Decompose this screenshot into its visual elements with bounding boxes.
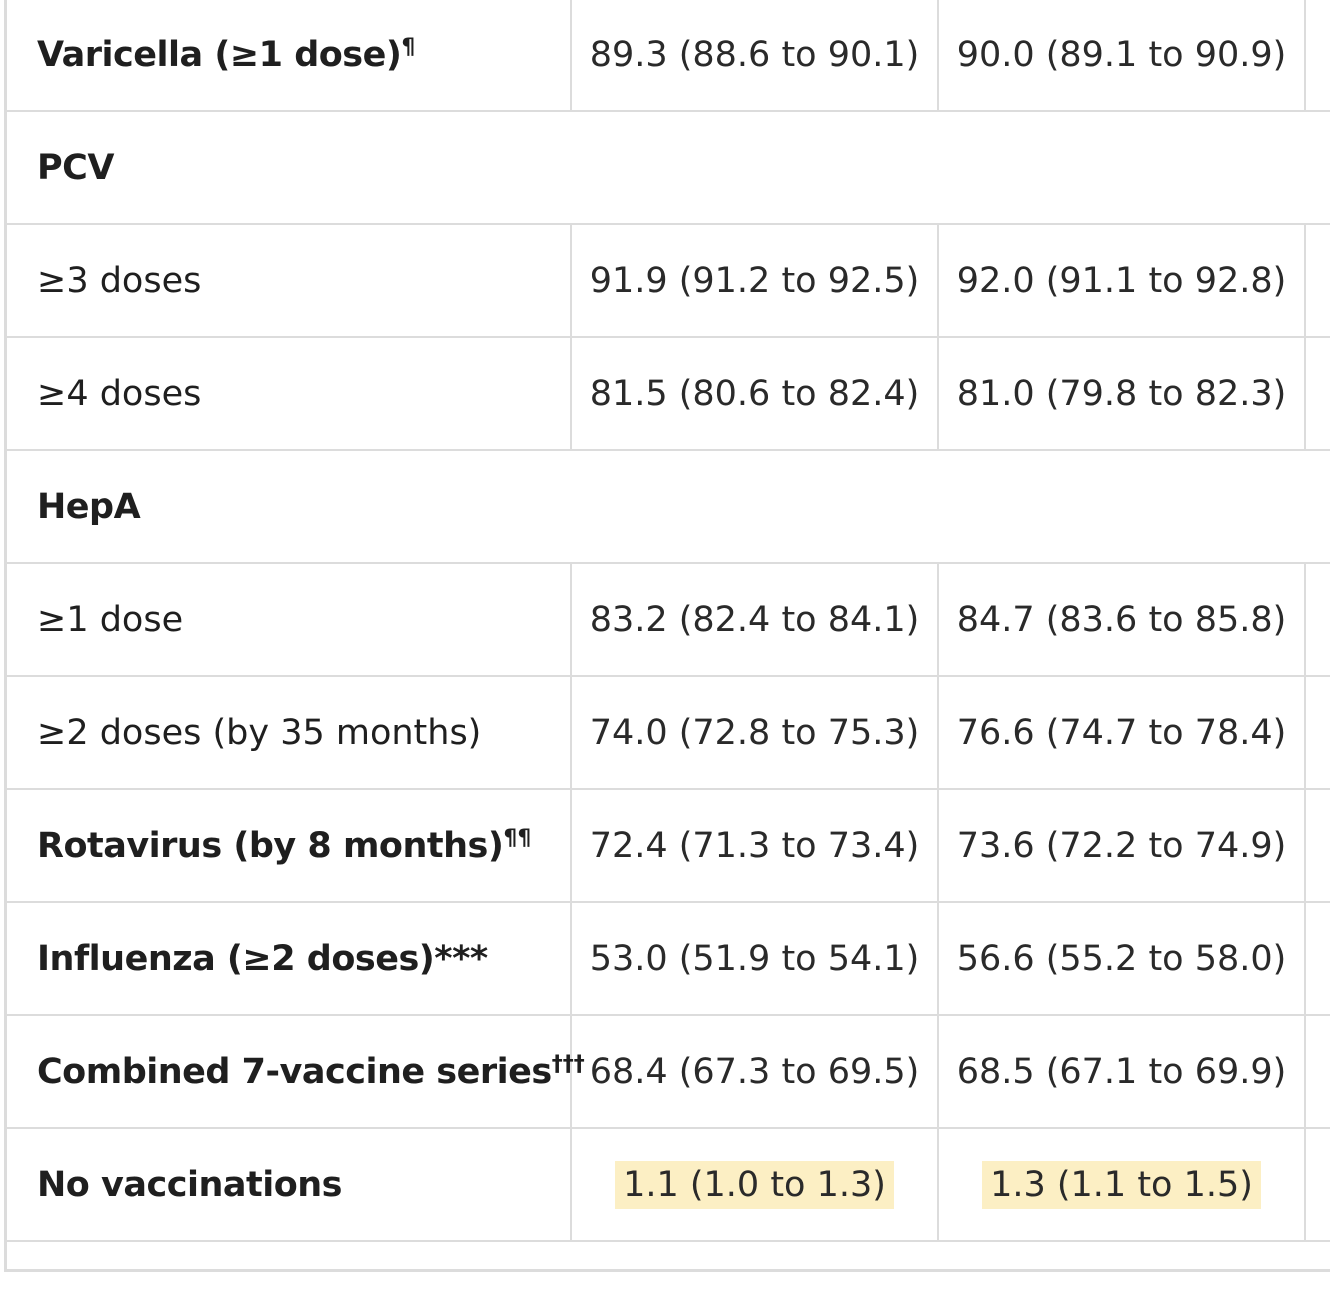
row-label: Influenza (≥2 doses)*** bbox=[37, 938, 488, 979]
estimate-cell-col2: 84.7 (83.6 to 85.8) bbox=[937, 562, 1305, 677]
truncated-column-cell bbox=[1304, 0, 1330, 112]
estimate-cell-col2: 1.3 (1.1 to 1.5) bbox=[937, 1127, 1305, 1242]
estimate-cell-col2: 56.6 (55.2 to 58.0) bbox=[937, 901, 1305, 1016]
row-label-cell: ≥2 doses (by 35 months) bbox=[7, 675, 571, 790]
section-label: HepA bbox=[37, 486, 141, 527]
row-label-cell: Combined 7-vaccine series††† bbox=[7, 1014, 585, 1129]
truncated-column-cell bbox=[1304, 562, 1330, 677]
footnote-marker: ¶¶ bbox=[503, 825, 532, 851]
row-label: Varicella (≥1 dose) bbox=[37, 34, 402, 75]
vaccination-coverage-table-container: Varicella (≥1 dose)¶ 89.3 (88.6 to 90.1)… bbox=[4, 0, 1330, 1272]
table-row-rotavirus: Rotavirus (by 8 months)¶¶ 72.4 (71.3 to … bbox=[7, 788, 1330, 903]
table-row-no-vaccinations: No vaccinations 1.1 (1.0 to 1.3) 1.3 (1.… bbox=[7, 1127, 1330, 1242]
row-label-cell: ≥3 doses bbox=[7, 223, 571, 338]
section-label-cell: PCV bbox=[7, 110, 1330, 225]
estimate-cell-col2: 92.0 (91.1 to 92.8) bbox=[937, 223, 1305, 338]
section-label: PCV bbox=[37, 147, 114, 188]
truncated-column-cell bbox=[1304, 675, 1330, 790]
estimate-cell-col1: 72.4 (71.3 to 73.4) bbox=[570, 788, 938, 903]
truncated-column-cell bbox=[1304, 901, 1330, 1016]
row-label-cell: ≥1 dose bbox=[7, 562, 571, 677]
estimate-cell-col1: 89.3 (88.6 to 90.1) bbox=[570, 0, 938, 112]
estimate-cell-col2: 68.5 (67.1 to 69.9) bbox=[937, 1014, 1305, 1129]
section-row-pcv: PCV bbox=[7, 110, 1330, 225]
row-label: ≥1 dose bbox=[37, 599, 184, 640]
footnote-marker: ¶ bbox=[401, 34, 416, 60]
row-label: No vaccinations bbox=[37, 1164, 343, 1205]
row-label: ≥3 doses bbox=[37, 260, 202, 301]
row-label: ≥4 doses bbox=[37, 373, 202, 414]
estimate-cell-col1: 81.5 (80.6 to 82.4) bbox=[570, 336, 938, 451]
table-row-varicella: Varicella (≥1 dose)¶ 89.3 (88.6 to 90.1)… bbox=[7, 0, 1330, 112]
table-row-hepa-2-doses: ≥2 doses (by 35 months) 74.0 (72.8 to 75… bbox=[7, 675, 1330, 790]
estimate-cell-col2: 76.6 (74.7 to 78.4) bbox=[937, 675, 1305, 790]
row-label-cell: ≥4 doses bbox=[7, 336, 571, 451]
table-row-pcv-4-doses: ≥4 doses 81.5 (80.6 to 82.4) 81.0 (79.8 … bbox=[7, 336, 1330, 451]
row-label-cell: Varicella (≥1 dose)¶ bbox=[7, 0, 571, 112]
highlighted-value: 1.3 (1.1 to 1.5) bbox=[982, 1160, 1261, 1209]
estimate-cell-col2: 90.0 (89.1 to 90.9) bbox=[937, 0, 1305, 112]
footnote-marker: ††† bbox=[551, 1051, 585, 1077]
table-row-hepa-1-dose: ≥1 dose 83.2 (82.4 to 84.1) 84.7 (83.6 t… bbox=[7, 562, 1330, 677]
row-label: Rotavirus (by 8 months) bbox=[37, 825, 504, 866]
table-body: Varicella (≥1 dose)¶ 89.3 (88.6 to 90.1)… bbox=[7, 0, 1330, 1242]
table-row-influenza: Influenza (≥2 doses)*** 53.0 (51.9 to 54… bbox=[7, 901, 1330, 1016]
truncated-column-cell bbox=[1304, 223, 1330, 338]
row-label: ≥2 doses (by 35 months) bbox=[37, 712, 482, 753]
table-row-pcv-3-doses: ≥3 doses 91.9 (91.2 to 92.5) 92.0 (91.1 … bbox=[7, 223, 1330, 338]
truncated-column-cell bbox=[1304, 1127, 1330, 1242]
row-label-cell: Rotavirus (by 8 months)¶¶ bbox=[7, 788, 571, 903]
table-row-combined-series: Combined 7-vaccine series††† 68.4 (67.3 … bbox=[7, 1014, 1330, 1129]
row-label: Combined 7-vaccine series bbox=[37, 1051, 552, 1092]
estimate-cell-col1: 53.0 (51.9 to 54.1) bbox=[570, 901, 938, 1016]
estimate-cell-col2: 73.6 (72.2 to 74.9) bbox=[937, 788, 1305, 903]
truncated-column-cell bbox=[1304, 336, 1330, 451]
row-label-cell: No vaccinations bbox=[7, 1127, 571, 1242]
row-label-cell: Influenza (≥2 doses)*** bbox=[7, 901, 571, 1016]
estimate-cell-col1: 1.1 (1.0 to 1.3) bbox=[570, 1127, 938, 1242]
truncated-column-cell bbox=[1304, 788, 1330, 903]
estimate-cell-col1: 91.9 (91.2 to 92.5) bbox=[570, 223, 938, 338]
section-row-hepa: HepA bbox=[7, 449, 1330, 564]
vaccination-coverage-table: Varicella (≥1 dose)¶ 89.3 (88.6 to 90.1)… bbox=[7, 0, 1330, 1242]
estimate-cell-col2: 81.0 (79.8 to 82.3) bbox=[937, 336, 1305, 451]
highlighted-value: 1.1 (1.0 to 1.3) bbox=[615, 1160, 894, 1209]
section-label-cell: HepA bbox=[7, 449, 1330, 564]
estimate-cell-col1: 68.4 (67.3 to 69.5) bbox=[570, 1014, 938, 1129]
truncated-column-cell bbox=[1304, 1014, 1330, 1129]
estimate-cell-col1: 74.0 (72.8 to 75.3) bbox=[570, 675, 938, 790]
estimate-cell-col1: 83.2 (82.4 to 84.1) bbox=[570, 562, 938, 677]
